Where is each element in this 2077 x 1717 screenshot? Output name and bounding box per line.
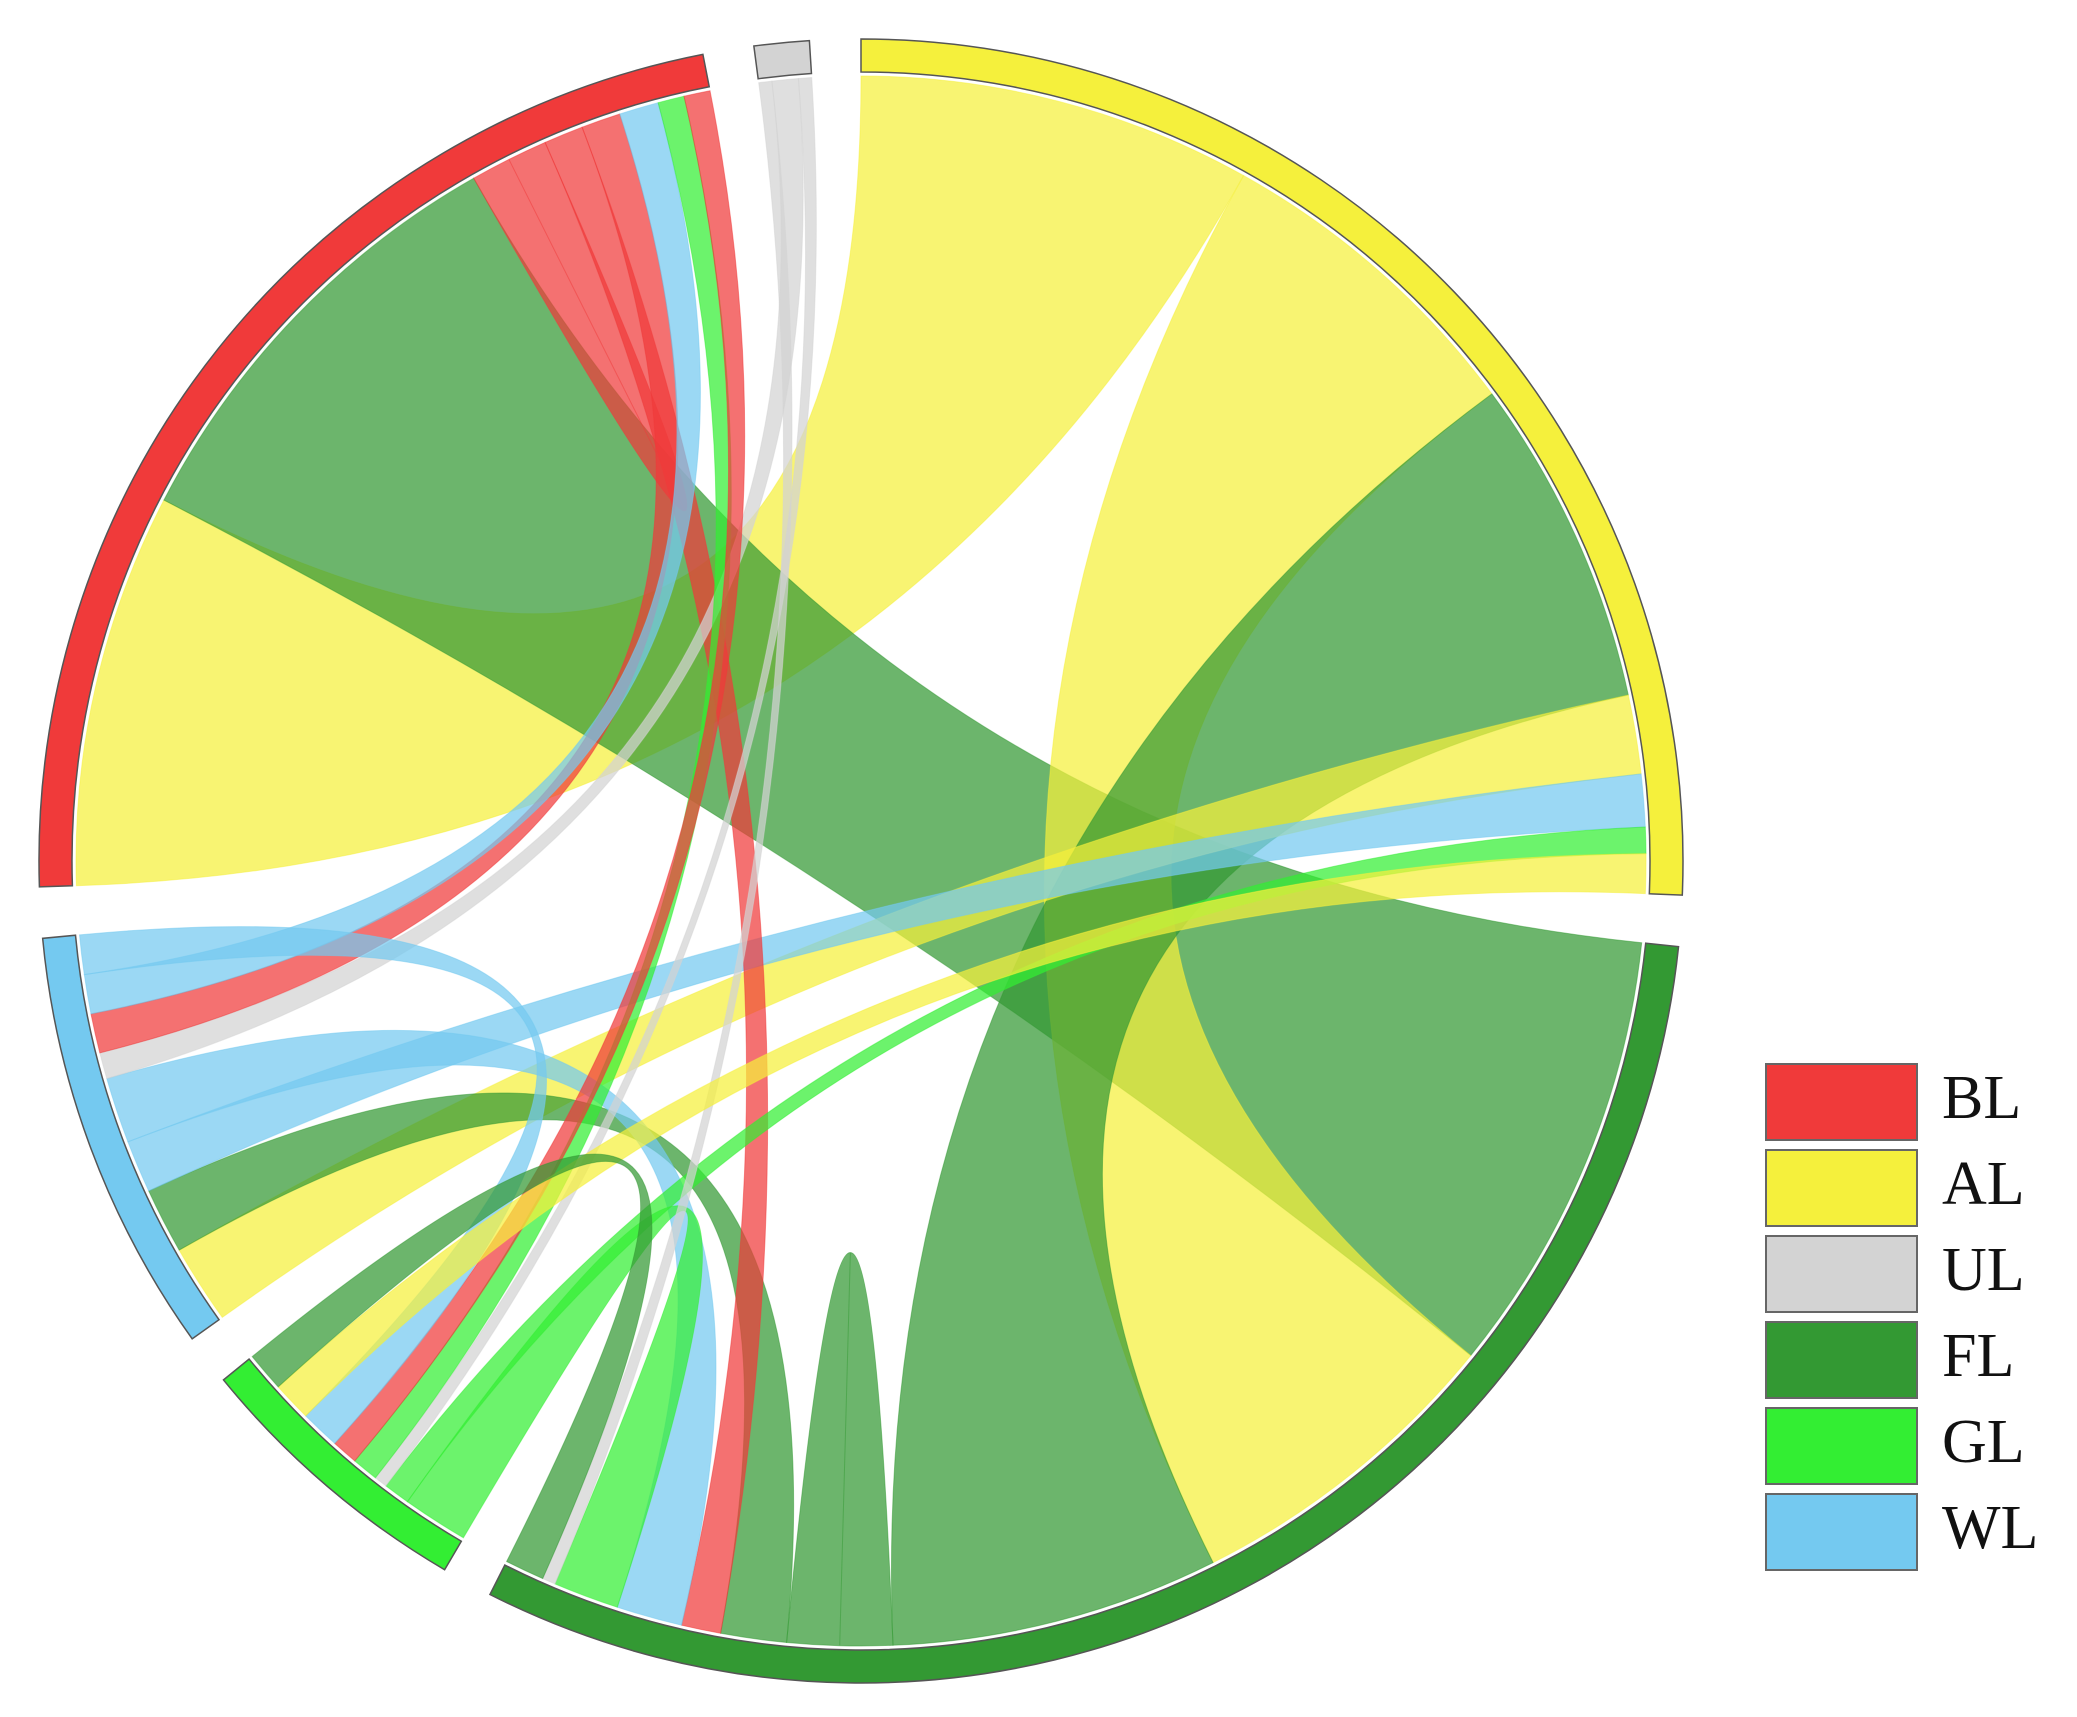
- legend-swatch: [1765, 1321, 1918, 1399]
- chord-ribbon: [374, 76, 817, 1487]
- chord-ribbon: [83, 102, 701, 1015]
- group-arc: [753, 39, 813, 80]
- legend-swatch: [1765, 1493, 1918, 1571]
- legend-swatch: [1765, 1235, 1918, 1313]
- chord-ribbon: [890, 393, 1629, 1646]
- ribbons: [75, 75, 1647, 1647]
- legend-swatch: [1765, 1063, 1918, 1141]
- legend-label: GL: [1942, 1408, 2025, 1476]
- legend-swatch: [1765, 1407, 1918, 1485]
- legend-swatch: [1765, 1149, 1918, 1227]
- legend-label: FL: [1942, 1322, 2014, 1390]
- chord-ribbon: [127, 773, 1646, 1192]
- chord-ribbon: [277, 853, 1647, 1417]
- group-arc: [38, 53, 711, 888]
- legend-label: UL: [1942, 1236, 2025, 1304]
- legend-label: AL: [1942, 1150, 2025, 1218]
- chord-ribbon: [542, 80, 793, 1585]
- chord-ribbon: [106, 1029, 717, 1626]
- legend-label: WL: [1942, 1494, 2038, 1562]
- chord-ribbon: [385, 826, 1647, 1503]
- chord-ribbon: [251, 1153, 653, 1580]
- group-arc: [222, 1358, 463, 1571]
- legend-label: BL: [1942, 1064, 2021, 1132]
- legend: BL AL UL FL GL WL: [1765, 1063, 2038, 1571]
- chord-ribbon: [786, 1252, 894, 1647]
- group-arc: [860, 38, 1684, 896]
- chord-ribbon: [78, 926, 547, 1445]
- group-arc: [488, 942, 1680, 1684]
- group-arc: [41, 934, 221, 1340]
